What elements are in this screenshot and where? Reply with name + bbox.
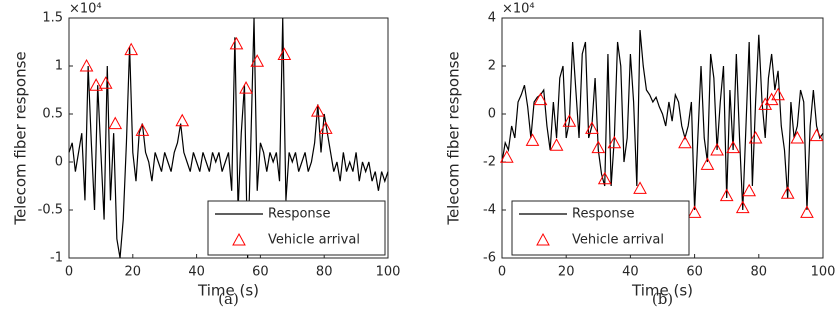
vehicle-arrival-marker [764, 92, 779, 106]
vehicle-arrival-marker [758, 97, 773, 110]
vehicle-arrival-marker [742, 183, 757, 197]
vehicle-arrival-marker [710, 142, 724, 156]
vehicle-arrival-marker [800, 205, 814, 218]
y-tick-label: 0 [488, 107, 496, 122]
vehicle-arrival-marker [748, 130, 763, 144]
vehicle-arrival-marker [310, 104, 325, 117]
y-tick-label: 1 [55, 59, 63, 74]
y-axis-label: Telecom fiber response [445, 51, 463, 225]
vehicle-arrival-marker [585, 121, 599, 134]
x-tick-label: 20 [125, 265, 142, 280]
x-tick-label: 80 [316, 265, 333, 280]
y-multiplier: ×10⁴ [502, 2, 535, 17]
y-tick-label: -2 [483, 155, 496, 170]
y-multiplier: ×10⁴ [69, 2, 102, 17]
vehicle-arrival-marker [525, 133, 540, 146]
vehicle-arrival-marker [277, 47, 292, 60]
x-tick-label: 60 [252, 265, 269, 280]
y-tick-label: 0.5 [42, 107, 63, 122]
x-tick-label: 60 [686, 265, 703, 280]
legend-marker [232, 232, 246, 246]
x-axis-label: Time (s) [197, 282, 259, 300]
vehicle-arrival-marker [735, 200, 750, 214]
vehicle-arrival-marker [175, 113, 190, 127]
vehicle-arrival-marker [135, 123, 150, 136]
y-tick-label: -0.5 [38, 203, 63, 218]
x-tick-label: 20 [558, 265, 575, 280]
legend-label: Vehicle arrival [268, 233, 360, 248]
vehicle-arrival-marker [124, 42, 139, 56]
vehicle-arrival-marker [108, 116, 123, 130]
vehicle-arrival-marker [89, 78, 103, 91]
vehicle-arrival-marker [719, 188, 734, 202]
x-tick-label: 0 [65, 265, 73, 280]
x-tick-label: 40 [188, 265, 205, 280]
vehicle-arrival-marker [809, 128, 824, 142]
vehicle-arrival-marker [780, 186, 795, 199]
vehicle-arrival-marker [790, 130, 805, 144]
y-tick-label: -4 [483, 203, 496, 218]
vehicle-arrival-marker [533, 92, 548, 106]
legend-box [511, 200, 690, 256]
vehicle-arrival-marker [79, 58, 94, 72]
vehicle-arrival-marker [549, 138, 564, 151]
vehicle-arrival-marker [726, 140, 740, 154]
vehicle-arrival-marker [597, 171, 612, 185]
vehicle-arrival-marker [687, 205, 702, 218]
vehicle-arrival-marker [98, 76, 113, 89]
y-tick-label: 1.5 [42, 11, 63, 26]
legend-marker [536, 232, 550, 246]
vehicle-arrival-marker [633, 181, 647, 194]
x-tick-label: 100 [376, 265, 401, 280]
vehicle-arrival-marker [229, 36, 244, 50]
response-line [501, 29, 824, 211]
legend-label: Response [268, 207, 330, 222]
y-axis-label: Telecom fiber response [12, 51, 30, 225]
legend-label: Vehicle arrival [572, 233, 664, 248]
x-tick-label: 0 [498, 265, 506, 280]
y-tick-label: 2 [488, 59, 496, 74]
vehicle-arrival-marker [591, 140, 606, 154]
vehicle-arrival-marker [239, 81, 253, 94]
vehicle-arrival-marker [607, 135, 622, 149]
x-tick-label: 40 [622, 265, 639, 280]
vehicle-arrival-marker [318, 121, 333, 134]
y-tick-label: -6 [483, 251, 496, 266]
y-tick-label: 4 [488, 11, 496, 26]
x-tick-label: 100 [811, 265, 836, 280]
x-tick-label: 80 [751, 265, 768, 280]
vehicle-arrival-marker [499, 150, 514, 163]
vehicle-arrival-marker [250, 54, 265, 67]
legend-label: Response [572, 207, 634, 222]
y-tick-label: -1 [50, 251, 63, 266]
caption: (b) [652, 290, 673, 308]
response-line [68, 17, 389, 259]
vehicle-arrival-marker [771, 87, 785, 101]
caption: (a) [218, 290, 239, 308]
x-axis-label: Time (s) [631, 282, 693, 300]
vehicle-arrival-marker [678, 135, 692, 149]
vehicle-arrival-marker [562, 114, 577, 127]
vehicle-arrival-marker [700, 157, 715, 170]
y-tick-label: 0 [55, 155, 63, 170]
legend-box [207, 200, 386, 256]
